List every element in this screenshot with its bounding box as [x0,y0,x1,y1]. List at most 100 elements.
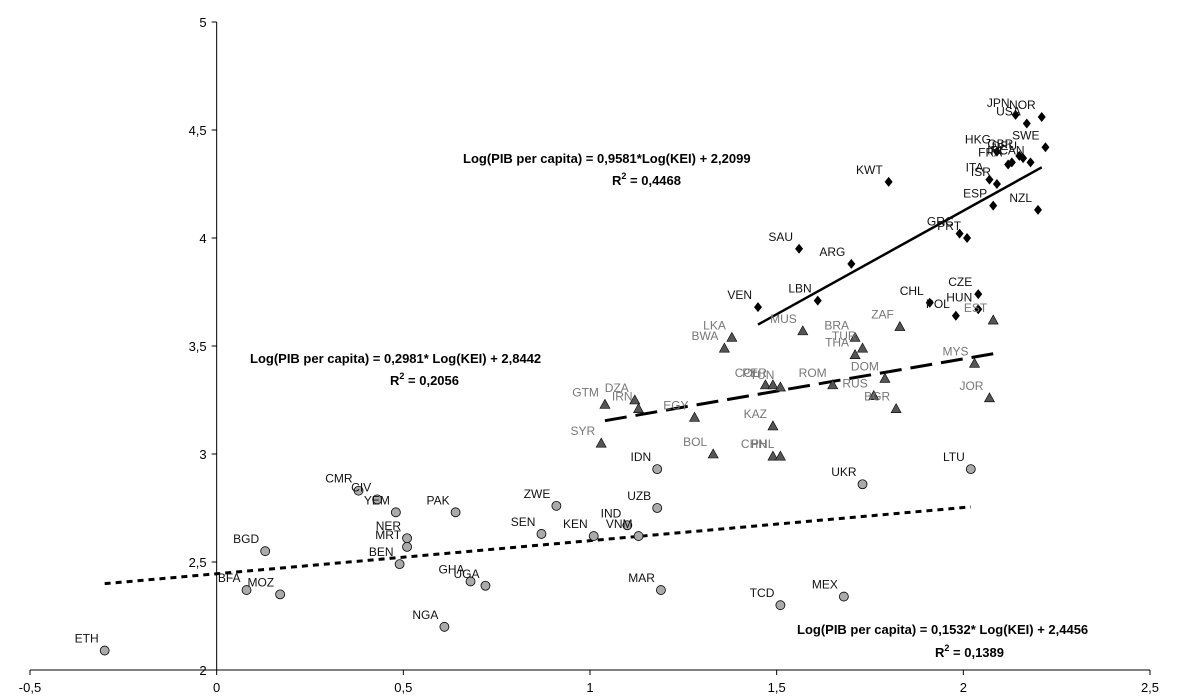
point-label-mys: MYS [943,344,969,358]
point-label-sen: SEN [511,515,536,529]
point-gha [465,576,476,587]
y-tick-label: 3,5 [189,339,207,354]
point-label-bwa: BWA [692,329,719,343]
point-bol [707,448,719,459]
point-est [987,314,999,325]
point-label-cze: CZE [948,275,972,289]
point-egy [689,411,701,422]
point-ita [985,174,994,185]
point-label-ltu: LTU [943,450,965,464]
point-hkg [992,146,1001,157]
trendline-dashed [604,352,994,423]
point-label-per: PER [742,366,767,380]
point-moz [275,589,286,600]
point-arg [847,258,856,269]
x-tick-label: 0 [213,680,220,695]
point-kaz [767,420,779,431]
point-fra [1004,159,1013,170]
point-label-uga: UGA [453,567,479,581]
trendline-dotted [104,505,971,586]
point-lbn [813,295,822,306]
point-label-syr: SYR [571,424,596,438]
point-mex [838,591,849,602]
point-label-pak: PAK [426,493,449,507]
point-jpn [1011,109,1020,120]
point-label-irl: IRL [987,143,1006,157]
point-mrt [402,541,412,552]
point-prt [963,233,972,243]
axes: -0,5 0 0,5 1 1,5 2 2,5 2 2,5 3 3,5 4 4,5 5 [19,15,1159,695]
point-nga [439,621,450,632]
point-zwe [551,500,562,511]
point-deu [1019,153,1028,164]
point-label-grc: GRC [927,215,954,229]
point-gtm [599,398,611,409]
point-tur [857,342,869,353]
point-label-gbr: GBR [987,137,1013,151]
point-can [1026,157,1035,168]
point-irn [633,403,645,413]
trendline-equation-low: Log(PIB per capita) = 0,1532* Log(KEI) +… [797,622,1088,637]
point-label-pol: POL [926,297,950,311]
point-label-gha: GHA [439,562,465,576]
point-label-esp: ESP [963,187,987,201]
point-ner [402,533,412,544]
point-label-bgr: BGR [864,390,890,404]
point-ken [588,531,599,541]
point-civ [372,494,383,505]
point-yem [390,507,401,518]
point-idn [652,464,663,475]
point-label-ven: VEN [727,288,752,302]
point-label-deu: DEU [992,139,1017,153]
point-label-rus: RUS [842,377,867,391]
point-cmr [353,485,364,496]
point-label-swe: SWE [1012,128,1039,142]
y-tick-label: 3 [199,447,206,462]
point-label-bgd: BGD [233,532,259,546]
point-uzb [652,503,663,513]
point-tcd [775,600,786,611]
point-label-lbn: LBN [788,282,811,296]
point-sau [795,243,804,254]
point-label-irn: IRN [612,390,633,404]
point-label-bfa: BFA [218,571,241,585]
point-label-uzb: UZB [627,489,651,503]
trendline-r2-mid: R2 = 0,2056 [390,371,459,388]
point-label-mus: MUS [770,312,797,326]
point-bfa [241,585,252,595]
point-phl [774,450,786,461]
point-label-cmr: CMR [325,472,353,486]
point-label-ind: IND [601,506,622,520]
point-label-mex: MEX [812,578,838,592]
point-pak [450,507,461,518]
point-rom [827,379,839,390]
point-label-ukr: UKR [831,465,857,479]
point-nzl [1034,204,1042,215]
point-label-moz: MOZ [247,575,274,589]
point-label-dza: DZA [605,381,629,395]
point-chn [767,450,779,461]
trendline-solid [757,166,1043,326]
point-per [767,379,779,390]
point-cze [974,289,983,300]
point-label-rom: ROM [799,366,827,380]
point-hun [974,304,983,315]
x-tick-label: 2,5 [1141,680,1159,695]
point-label-usa: USA [996,105,1021,119]
point-mar [656,585,666,595]
point-label-tha: THA [825,336,849,350]
point-label-eth: ETH [75,632,99,646]
point-label-nor: NOR [1009,98,1036,112]
point-ben [394,559,405,570]
point-label-est: EST [964,301,988,315]
point-label-jor: JOR [959,379,983,393]
point-eth [99,645,110,656]
point-label-idn: IDN [631,450,652,464]
point-label-hkg: HKG [965,133,991,147]
point-chl [925,297,934,308]
point-label-tcd: TCD [750,586,775,600]
point-col [759,379,771,390]
point-label-ner: NER [376,519,402,533]
point-lka [726,331,738,342]
point-label-mar: MAR [628,571,655,585]
